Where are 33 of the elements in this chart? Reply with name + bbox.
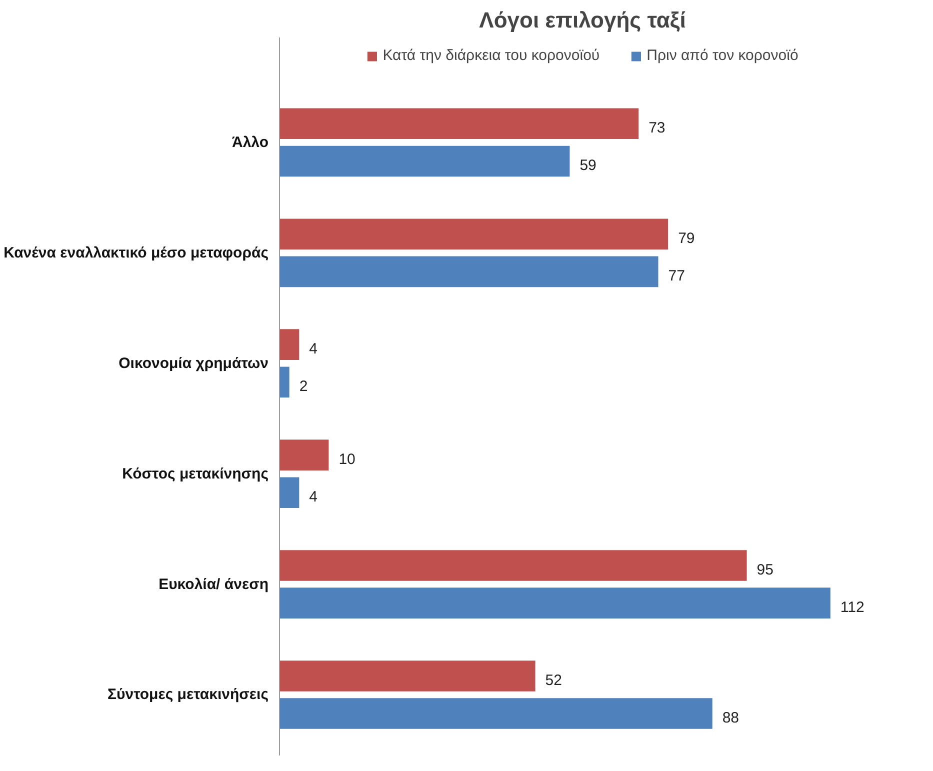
data-label: 79 [678,230,695,248]
bar [280,698,712,729]
bar [280,218,668,250]
data-label: 73 [648,120,666,137]
data-label: 59 [580,157,596,174]
data-label: 4 [309,340,318,358]
bar [280,588,830,618]
bar [280,329,300,360]
bar [280,550,747,581]
data-label: 95 [756,562,774,579]
data-label: 10 [338,451,356,468]
legend-label: Κατά την διάρκεια του κορονοϊού [382,47,600,64]
bar [280,146,570,177]
bar [280,108,639,140]
y-tick-label: Ευκολία/ άνεση [158,576,268,593]
data-label: 4 [309,488,318,506]
bar [280,366,290,398]
y-tick-label: Σύντομες μετακινήσεις [108,686,269,704]
y-tick-label: Άλλο [232,134,269,151]
bar [280,477,300,508]
legend-label: Πριν από τον κορονοϊό [646,47,798,64]
data-label: 77 [668,268,685,285]
bar [280,256,658,288]
data-label: 52 [545,672,562,689]
y-tick-label: Οικονομία χρημάτων [118,354,269,372]
bar [280,440,329,470]
chart-title: Λόγοι επιλογής ταξί [479,8,686,32]
y-tick-label: Κανένα εναλλακτικό μέσο μεταφοράς [4,244,269,262]
y-tick-label: Κόστος μετακίνησης [122,465,269,482]
data-label: 2 [299,378,308,396]
data-label: 112 [840,599,864,616]
bar [280,660,536,692]
data-label: 88 [722,710,740,727]
